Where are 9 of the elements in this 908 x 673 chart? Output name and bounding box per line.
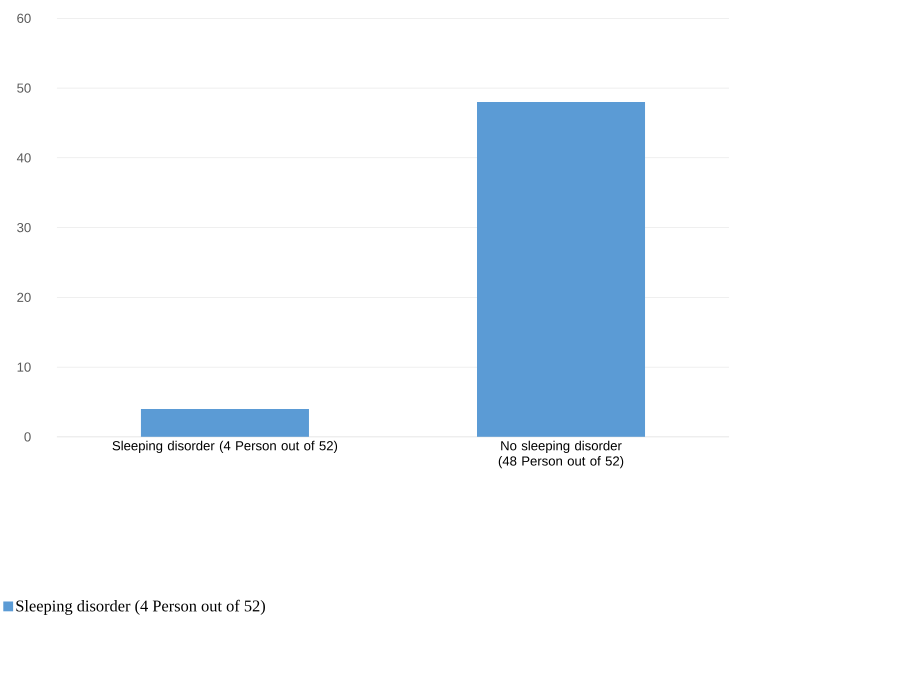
y-tick-label: 60 [17,14,31,23]
legend-label: Sleeping disorder (4 Person out of 52) [16,600,265,615]
y-tick-label: 40 [16,153,31,162]
y-tick-label: 50 [17,83,31,93]
y-tick-label: 10 [18,362,31,372]
x-tick-label: No sleeping disorder (48 Person out of 52) [498,440,624,468]
y-tick-label: 30 [17,222,31,232]
y-tick-label: 20 [17,292,31,302]
y-tick-label: 0 [24,432,31,442]
